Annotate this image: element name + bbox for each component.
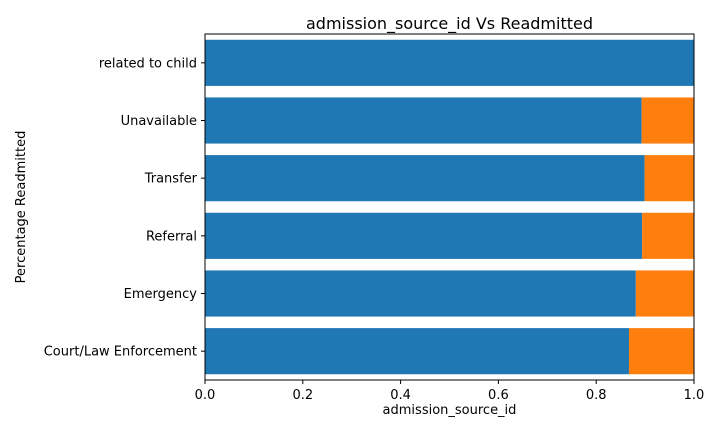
bar-segment [641, 97, 694, 144]
x-tick-label: 0.0 [195, 388, 216, 403]
chart-title: admission_source_id Vs Readmitted [306, 14, 593, 34]
bar-segment [644, 155, 694, 202]
y-axis-label: Percentage Readmitted [14, 131, 29, 284]
bar-segment [642, 212, 694, 259]
bar-segment [205, 97, 642, 144]
bar-segment [635, 270, 694, 317]
x-axis-label: admission_source_id [383, 403, 517, 418]
y-tick-label: Emergency [124, 287, 198, 302]
x-tick-label: 0.8 [586, 388, 607, 403]
y-tick-label: Referral [146, 229, 197, 244]
y-tick-label: Unavailable [121, 114, 197, 129]
bar-segment [205, 328, 629, 375]
x-tick-label: 0.2 [292, 388, 313, 403]
bar-segment [205, 155, 645, 202]
y-tick-label: Transfer [144, 172, 198, 187]
bars-layer [205, 39, 694, 375]
plot-frame [204, 33, 695, 381]
x-tick-label: 0.6 [488, 388, 509, 403]
axes-layer: Court/Law Enforcement Emergency Referral Tr… [44, 33, 705, 403]
y-tick-label: Court/Law Enforcement [44, 345, 197, 360]
x-tick-label: 0.4 [390, 388, 411, 403]
bar-segment [205, 212, 643, 259]
y-tick-label: related to child [99, 56, 197, 71]
x-tick-label: 1.0 [684, 388, 705, 403]
bar-segment [205, 39, 694, 86]
bar-segment [628, 328, 694, 375]
bar-segment [205, 270, 636, 317]
